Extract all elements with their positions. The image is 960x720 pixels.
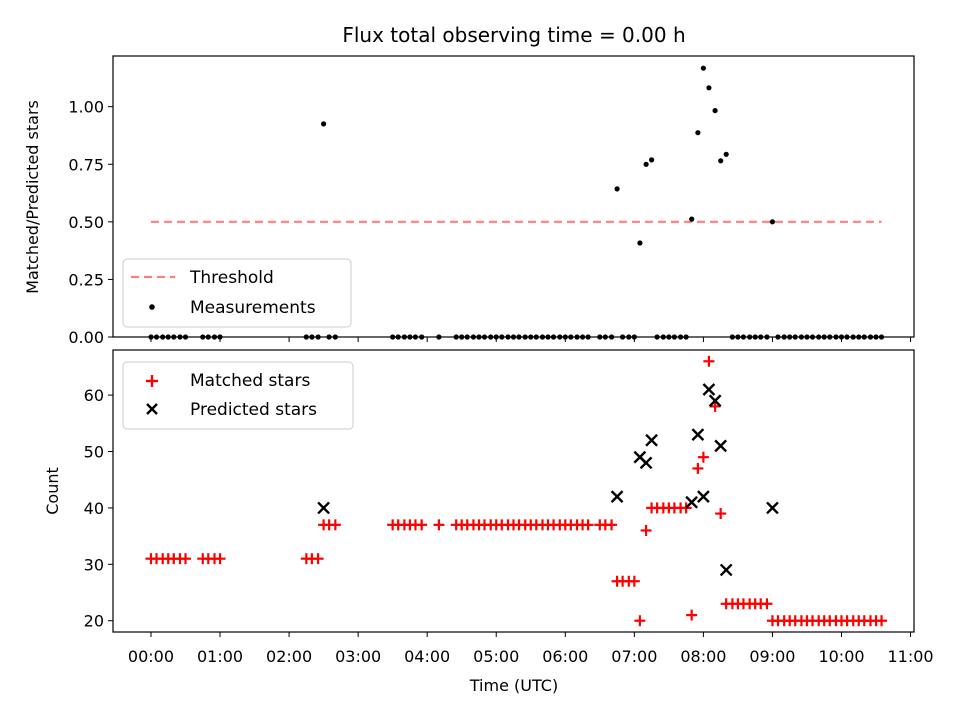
bottom-x-tick-label: 10:00 — [818, 647, 864, 666]
matched-star-point — [416, 519, 428, 531]
legend-matched-label: Matched stars — [190, 371, 310, 391]
bottom-x-tick-label: 08:00 — [680, 647, 726, 666]
matched-star-point — [634, 615, 646, 627]
measurement-point — [637, 240, 643, 246]
matched-star-point — [686, 609, 698, 621]
bottom-y-tick-label: 50 — [84, 443, 104, 462]
bottom-legend: Matched stars Predicted stars — [122, 361, 354, 430]
matched-star-point — [628, 575, 640, 587]
top-y-tick-label: 0.50 — [68, 213, 104, 232]
top-y-tick-label: 0.00 — [68, 328, 104, 347]
matched-star-point — [709, 400, 721, 412]
matched-star-point — [640, 524, 652, 536]
measurement-point — [769, 219, 776, 225]
bottom-legend-box — [122, 361, 354, 430]
matched-star-point — [692, 462, 704, 474]
top-y-tick-label: 1.00 — [68, 98, 104, 117]
bottom-y-axis-label: Count — [43, 467, 62, 515]
predicted-star-point — [685, 495, 699, 509]
x-axis-label: Time (UTC) — [469, 676, 558, 695]
measurement-point — [700, 65, 707, 71]
matched-star-point — [697, 451, 709, 463]
predicted-star-point — [697, 490, 710, 503]
measurement-point — [706, 85, 712, 91]
matched-star-point — [606, 519, 618, 531]
predicted-star-point — [708, 394, 722, 408]
predicted-star-point — [719, 563, 733, 577]
predicted-stars-points — [317, 383, 779, 577]
bottom-x-tick-label: 00:00 — [128, 647, 174, 666]
matched-star-point — [703, 355, 715, 367]
matched-star-point — [329, 519, 341, 531]
measurement-point — [723, 151, 729, 157]
predicted-star-point — [317, 501, 330, 515]
top-legend: Threshold Measurements — [122, 258, 352, 328]
matched-star-point — [433, 519, 445, 531]
top-panel: 0.00 0.25 0.50 0.75 1.00 Matched/Predicted s… — [23, 55, 915, 347]
bottom-panel: 20 30 40 50 60 00:00 01:00 02:00 03:00 04:00 05:0… — [43, 349, 934, 695]
legend-measurements-label: Measurements — [190, 298, 316, 318]
top-y-tick-label: 0.25 — [68, 270, 104, 289]
matched-star-point — [180, 553, 192, 565]
measurement-point — [712, 108, 718, 114]
legend-predicted-label: Predicted stars — [190, 400, 317, 420]
bottom-y-tick-label: 20 — [84, 612, 104, 631]
matched-star-point — [214, 553, 226, 565]
bottom-x-tick-label: 06:00 — [542, 647, 588, 666]
bottom-x-ticks: 00:00 01:00 02:00 03:00 04:00 05:00 06:00 07:00… — [128, 632, 934, 666]
predicted-star-point — [766, 501, 779, 515]
matched-star-point — [582, 519, 594, 531]
chart-title: Flux total observing time = 0.00 h — [342, 23, 685, 47]
measurement-point — [643, 161, 649, 167]
bottom-y-tick-label: 40 — [84, 499, 104, 518]
bottom-x-tick-label: 03:00 — [335, 647, 381, 666]
measurement-point — [614, 186, 620, 192]
bottom-y-ticks: 20 30 40 50 60 — [84, 386, 113, 631]
bottom-y-tick-label: 60 — [84, 386, 104, 405]
predicted-star-point — [639, 456, 653, 470]
bottom-x-tick-label: 11:00 — [887, 647, 933, 666]
bottom-x-tick-label: 07:00 — [611, 647, 657, 666]
predicted-star-point — [714, 439, 728, 453]
top-y-tick-label: 0.75 — [68, 155, 104, 174]
predicted-star-point — [610, 490, 624, 503]
top-x-ticks — [150, 337, 912, 342]
bottom-y-tick-label: 30 — [84, 555, 104, 574]
measurement-point — [718, 158, 724, 164]
measurement-point — [649, 157, 655, 163]
predicted-star-point — [645, 433, 658, 447]
bottom-x-tick-label: 01:00 — [197, 647, 243, 666]
measurement-point — [695, 130, 701, 136]
bottom-x-tick-label: 09:00 — [749, 647, 795, 666]
matched-star-point — [876, 615, 888, 627]
top-y-ticks: 0.00 0.25 0.50 0.75 1.00 — [68, 98, 113, 347]
legend-measurements-swatch — [149, 304, 155, 310]
matched-stars-points — [145, 355, 888, 627]
legend-threshold-label: Threshold — [189, 268, 274, 288]
matched-star-point — [312, 553, 324, 565]
top-y-axis-label: Matched/Predicted stars — [23, 100, 42, 294]
predicted-star-point — [702, 383, 716, 396]
measurement-point — [321, 121, 327, 127]
matched-star-point — [680, 502, 692, 514]
predicted-star-point — [691, 428, 705, 441]
measurement-point — [689, 216, 695, 222]
bottom-axes-frame — [112, 349, 915, 633]
top-axes-frame — [112, 55, 915, 338]
bottom-x-tick-label: 02:00 — [266, 647, 312, 666]
legend-matched-swatch — [146, 375, 158, 387]
matched-star-point — [761, 598, 773, 610]
bottom-x-tick-label: 04:00 — [404, 647, 450, 666]
legend-predicted-swatch — [146, 403, 158, 415]
top-legend-box — [122, 258, 352, 328]
matched-star-point — [715, 508, 727, 520]
bottom-x-tick-label: 05:00 — [473, 647, 519, 666]
